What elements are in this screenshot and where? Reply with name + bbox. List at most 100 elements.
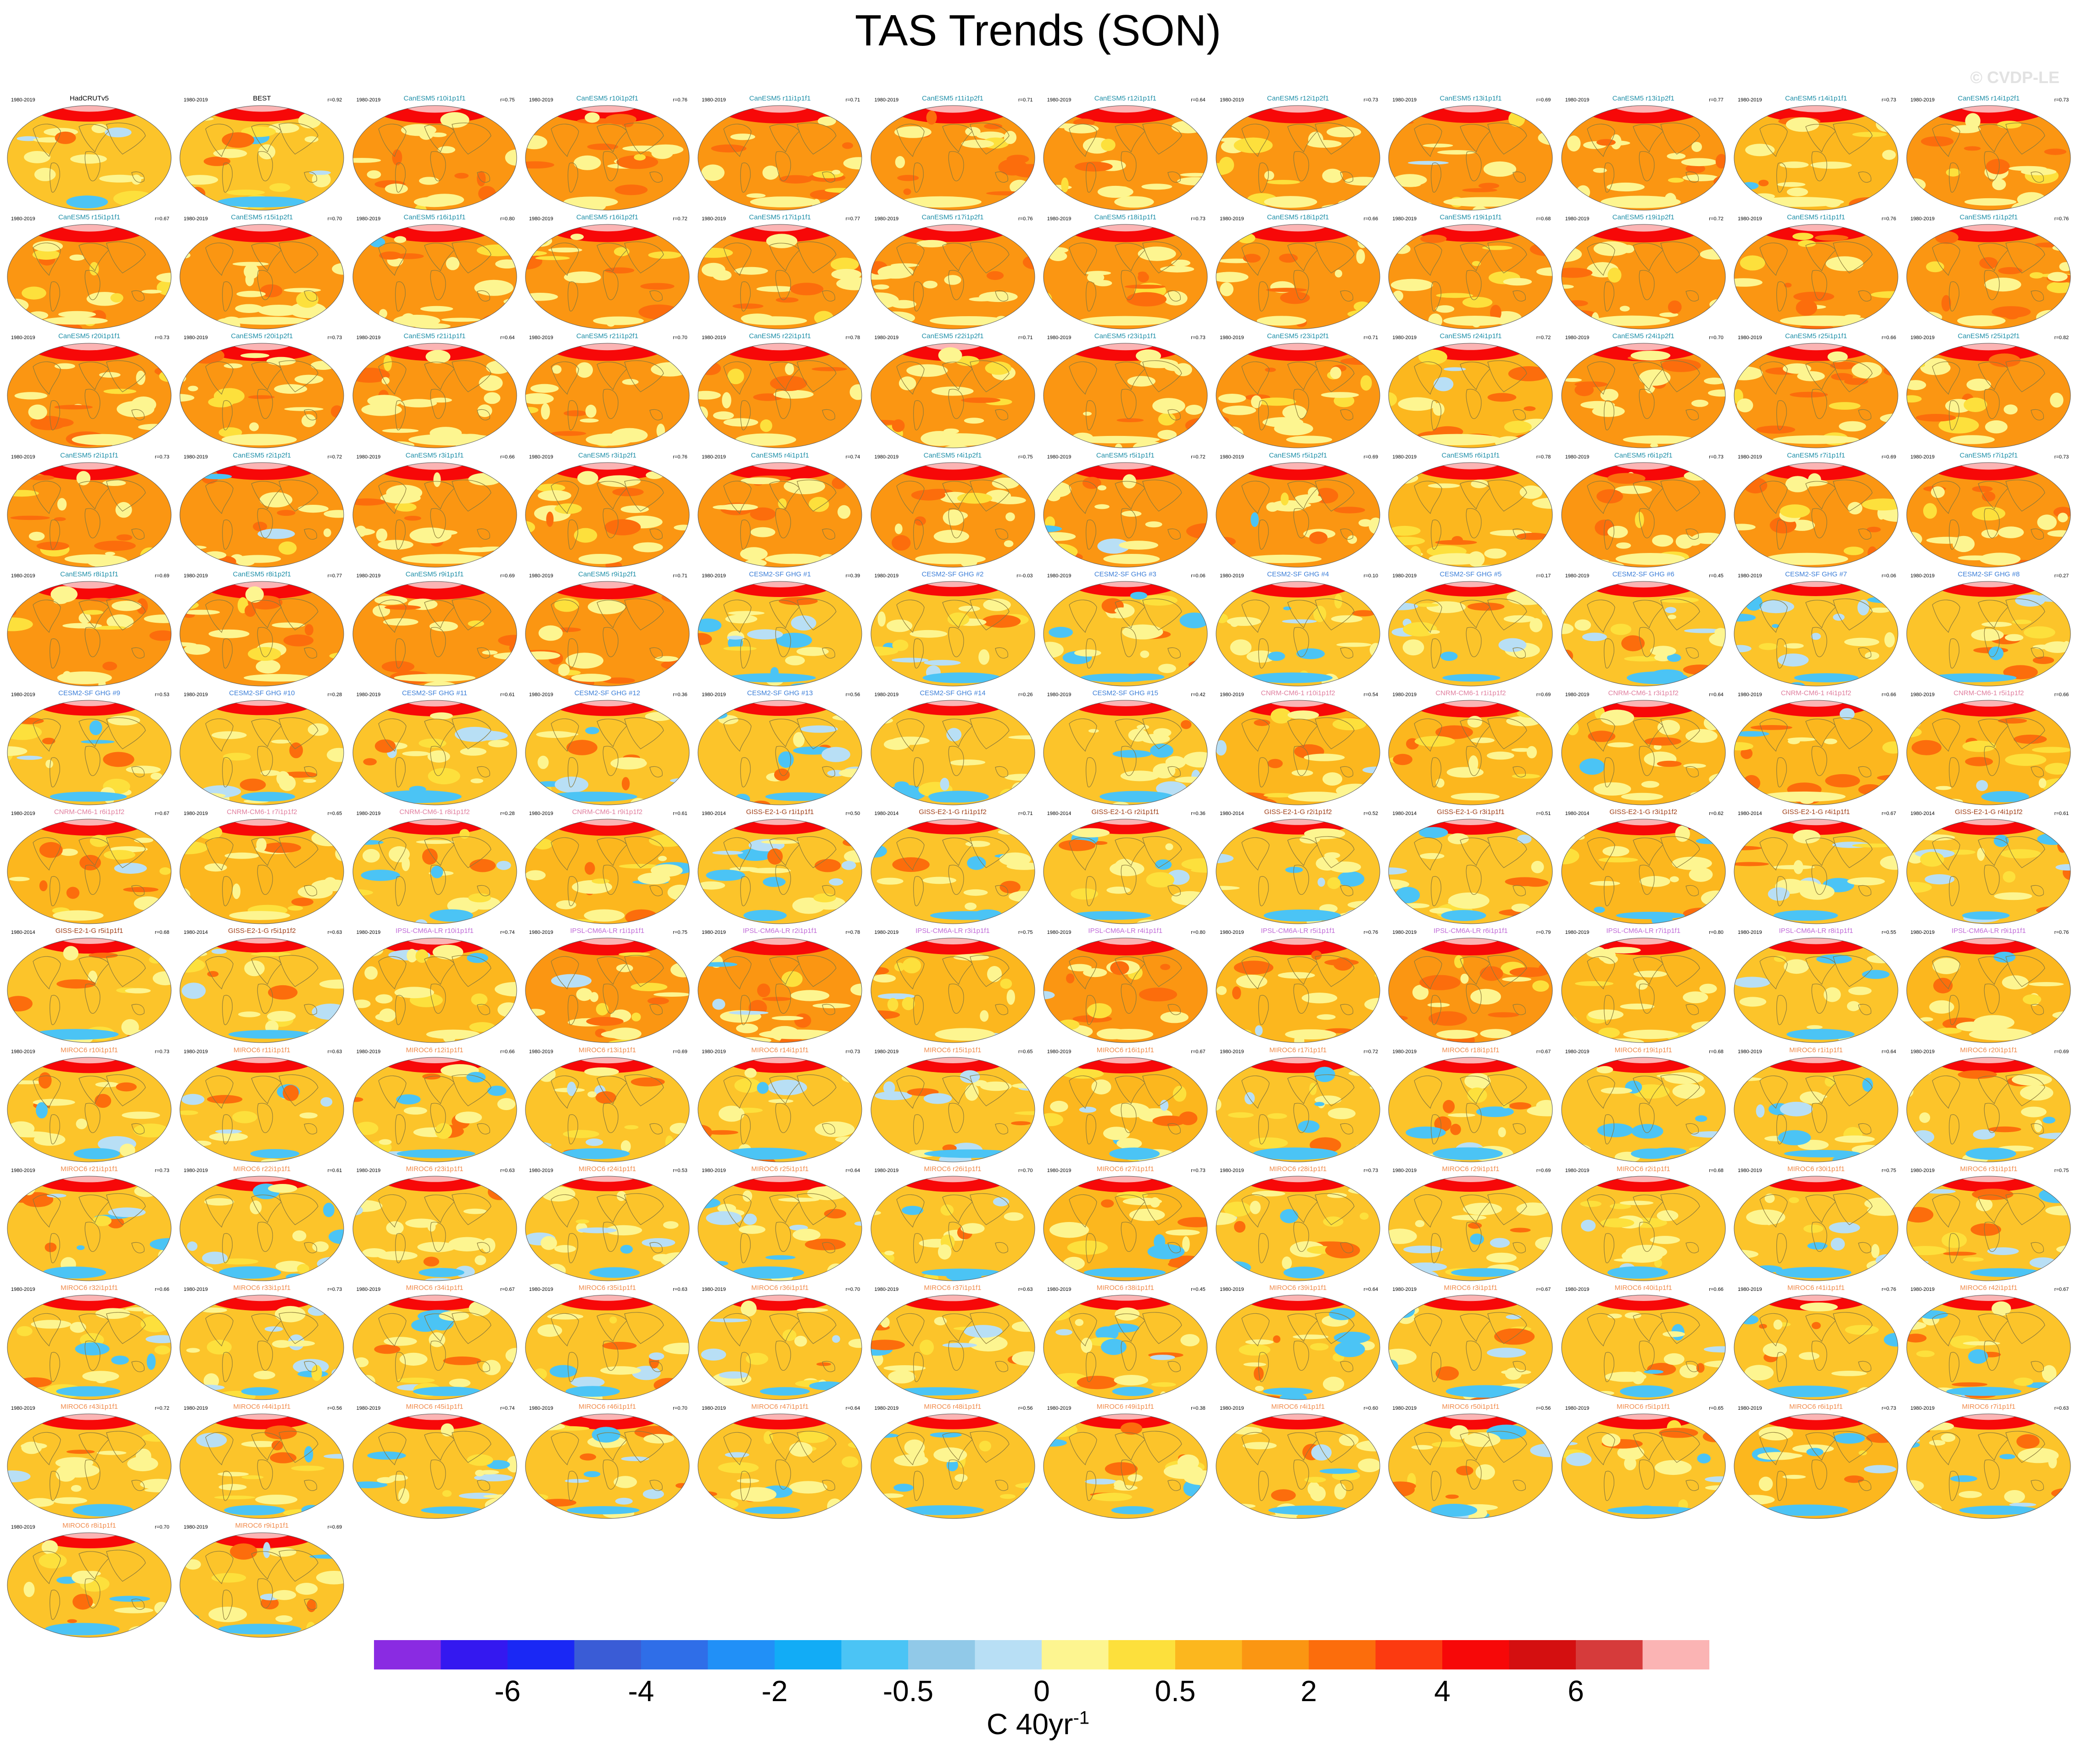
panel-title: MIROC6 r5i1p1f1 bbox=[1616, 1403, 1670, 1411]
trend-region bbox=[42, 737, 56, 744]
trend-region bbox=[352, 158, 381, 163]
continent-outline bbox=[1833, 598, 1873, 631]
panel-period: 1980-2019 bbox=[1910, 1287, 1935, 1292]
trend-region bbox=[1011, 1351, 1035, 1366]
map-border bbox=[179, 1057, 344, 1162]
trend-region bbox=[1689, 1146, 1717, 1152]
trend-region bbox=[383, 1337, 417, 1346]
trend-region bbox=[1507, 590, 1549, 605]
trend-region bbox=[648, 251, 681, 259]
trend-region bbox=[1774, 955, 1786, 962]
trend-region bbox=[551, 974, 592, 988]
map-border bbox=[1388, 581, 1553, 687]
southern-ocean-region bbox=[735, 433, 797, 446]
southern-ocean-region bbox=[1621, 793, 1663, 801]
continent-outline bbox=[567, 995, 578, 1026]
trend-region bbox=[1279, 1393, 1307, 1400]
panel-correlation: r=0.75 bbox=[2054, 1167, 2069, 1173]
trend-region bbox=[1734, 1039, 1746, 1043]
trend-region bbox=[648, 834, 686, 847]
continent-outline bbox=[1340, 290, 1354, 302]
trend-region bbox=[580, 419, 599, 423]
trend-region bbox=[729, 1011, 769, 1015]
continent-outline bbox=[597, 124, 627, 153]
trend-region bbox=[125, 988, 151, 994]
panel-correlation: r=0.73 bbox=[327, 335, 342, 341]
trend-region bbox=[208, 397, 234, 408]
panel-correlation: r=0.39 bbox=[845, 573, 860, 579]
trend-region bbox=[446, 257, 459, 270]
trend-region bbox=[1150, 743, 1173, 758]
trend-region bbox=[1703, 1346, 1725, 1353]
continent-outline bbox=[1460, 362, 1491, 391]
trend-region bbox=[1064, 1039, 1076, 1043]
map-border bbox=[7, 224, 172, 329]
panel-period: 1980-2019 bbox=[184, 454, 208, 460]
continent-outline bbox=[624, 955, 664, 988]
southern-ocean-region bbox=[1950, 435, 1995, 445]
continent-outline bbox=[84, 1222, 100, 1252]
trend-region bbox=[1911, 740, 1942, 755]
global-map bbox=[179, 1532, 344, 1638]
colorbar-tick-label: -0.5 bbox=[882, 1675, 934, 1708]
trend-region bbox=[300, 1513, 335, 1519]
map-panel: 1980-2019 CanESM5 r18i1p1f1 r=0.73 bbox=[1042, 213, 1209, 331]
trend-region bbox=[212, 731, 247, 739]
trend-region bbox=[789, 1442, 813, 1457]
continent-outline bbox=[33, 1075, 61, 1109]
trend-region bbox=[1593, 241, 1630, 257]
trend-region bbox=[943, 511, 968, 520]
trend-region bbox=[256, 659, 281, 674]
continent-outline bbox=[1512, 171, 1526, 183]
continent-outline bbox=[1685, 885, 1699, 897]
continent-outline bbox=[1932, 837, 1960, 871]
trend-region bbox=[1714, 628, 1725, 636]
trend-region bbox=[816, 1362, 832, 1366]
trend-region bbox=[332, 1429, 344, 1438]
southern-ocean-region bbox=[241, 792, 296, 802]
trend-region bbox=[854, 1221, 862, 1226]
panel-title: MIROC6 r42i1p1f1 bbox=[1960, 1284, 2018, 1292]
trend-region bbox=[1531, 861, 1544, 874]
trend-region bbox=[1327, 1193, 1347, 1198]
panel-period: 1980-2019 bbox=[184, 573, 208, 579]
map-panel: 1980-2019 CanESM5 r2i1p2f1 r=0.72 bbox=[178, 452, 346, 569]
trend-region bbox=[297, 1264, 310, 1273]
continent-outline bbox=[1984, 627, 2000, 657]
trend-region bbox=[1703, 378, 1725, 385]
map-panel: 1980-2019 IPSL-CM6A-LR r1i1p1f1 r=0.75 bbox=[524, 927, 691, 1044]
trend-region bbox=[2054, 506, 2071, 518]
map-border bbox=[7, 1295, 172, 1400]
trend-region bbox=[1963, 1257, 1984, 1262]
global-map bbox=[1906, 938, 2071, 1043]
trend-region bbox=[525, 1009, 546, 1016]
continent-outline bbox=[33, 1194, 61, 1228]
continent-outline bbox=[1460, 243, 1491, 272]
map-panel: 1980-2019 CanESM5 r17i1p1f1 r=0.77 bbox=[696, 213, 864, 331]
trend-region bbox=[2047, 281, 2071, 293]
continent-outline bbox=[2031, 766, 2044, 777]
trend-region bbox=[66, 1450, 95, 1454]
global-map bbox=[1561, 1176, 1726, 1281]
trend-region bbox=[257, 528, 295, 539]
trend-region bbox=[1768, 887, 1790, 901]
trend-region bbox=[762, 165, 779, 180]
continent-outline bbox=[2031, 290, 2044, 302]
trend-region bbox=[352, 717, 371, 723]
continent-outline bbox=[395, 638, 406, 669]
trend-region bbox=[272, 622, 305, 628]
trend-region bbox=[1825, 256, 1864, 271]
trend-region bbox=[712, 999, 725, 1010]
trend-region bbox=[620, 1245, 633, 1254]
trend-region bbox=[1158, 413, 1176, 426]
panel-title: GISS-E2-1-G r2i1p1f2 bbox=[1264, 808, 1332, 816]
continent-outline bbox=[551, 242, 579, 276]
trend-region bbox=[1800, 1091, 1824, 1104]
trend-region bbox=[1952, 1382, 1988, 1387]
trend-region bbox=[399, 1352, 428, 1366]
continent-outline bbox=[603, 746, 619, 776]
continent-outline bbox=[723, 956, 752, 990]
panel-period: 1980-2019 bbox=[356, 1167, 381, 1173]
continent-outline bbox=[84, 270, 100, 301]
panel-period: 1980-2019 bbox=[11, 1406, 35, 1412]
